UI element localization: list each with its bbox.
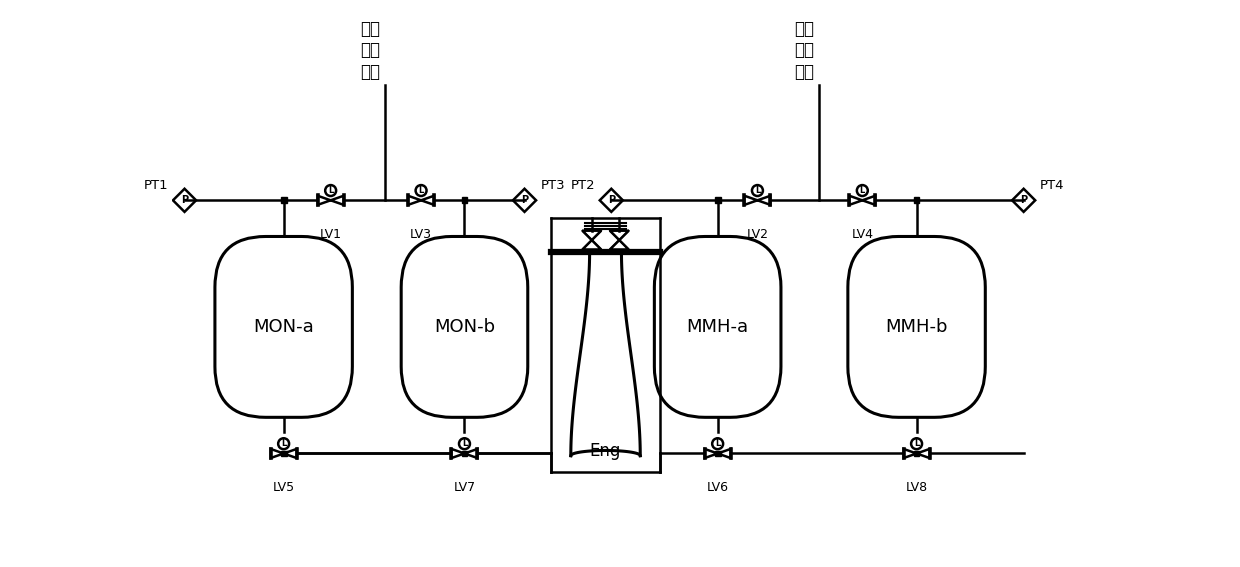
Text: L: L bbox=[715, 439, 720, 448]
Text: LV6: LV6 bbox=[707, 481, 729, 494]
Polygon shape bbox=[408, 196, 422, 205]
Text: 高压
气路
模块: 高压 气路 模块 bbox=[795, 20, 815, 81]
Bar bbox=[714, 451, 720, 456]
Text: PT2: PT2 bbox=[570, 179, 595, 192]
Text: PT4: PT4 bbox=[1039, 179, 1064, 192]
Bar bbox=[461, 451, 467, 456]
Text: LV2: LV2 bbox=[746, 228, 769, 241]
Polygon shape bbox=[270, 449, 284, 458]
Text: PT3: PT3 bbox=[541, 179, 565, 192]
Polygon shape bbox=[451, 449, 465, 458]
Polygon shape bbox=[704, 449, 718, 458]
Polygon shape bbox=[758, 196, 770, 205]
Polygon shape bbox=[422, 196, 434, 205]
Text: LV1: LV1 bbox=[320, 228, 342, 241]
Text: LV3: LV3 bbox=[410, 228, 432, 241]
Text: P: P bbox=[181, 195, 188, 205]
Text: L: L bbox=[859, 186, 866, 195]
Text: PT1: PT1 bbox=[144, 179, 169, 192]
Text: MMH-b: MMH-b bbox=[885, 318, 947, 336]
Bar bbox=[914, 451, 920, 456]
Bar bbox=[714, 197, 720, 203]
Polygon shape bbox=[744, 196, 758, 205]
Polygon shape bbox=[849, 196, 862, 205]
Polygon shape bbox=[284, 449, 296, 458]
Text: L: L bbox=[914, 439, 919, 448]
Polygon shape bbox=[916, 449, 930, 458]
Text: MMH-a: MMH-a bbox=[687, 318, 749, 336]
Bar bbox=[914, 197, 920, 203]
Text: LV5: LV5 bbox=[273, 481, 295, 494]
Polygon shape bbox=[904, 449, 916, 458]
Text: L: L bbox=[755, 186, 760, 195]
Text: P: P bbox=[521, 195, 528, 205]
Text: LV4: LV4 bbox=[852, 228, 873, 241]
Text: MON-a: MON-a bbox=[253, 318, 314, 336]
Polygon shape bbox=[718, 449, 730, 458]
Text: L: L bbox=[461, 439, 467, 448]
Bar bbox=[461, 197, 467, 203]
Text: L: L bbox=[418, 186, 424, 195]
Text: P: P bbox=[1021, 195, 1027, 205]
Bar bbox=[280, 197, 286, 203]
Polygon shape bbox=[317, 196, 331, 205]
Text: Eng: Eng bbox=[590, 442, 621, 460]
Text: L: L bbox=[281, 439, 286, 448]
Polygon shape bbox=[331, 196, 343, 205]
Text: LV7: LV7 bbox=[454, 481, 475, 494]
Text: MON-b: MON-b bbox=[434, 318, 495, 336]
Polygon shape bbox=[465, 449, 477, 458]
Text: LV8: LV8 bbox=[905, 481, 928, 494]
Bar bbox=[280, 451, 286, 456]
Text: 高压
气路
模块: 高压 气路 模块 bbox=[361, 20, 381, 81]
Text: L: L bbox=[329, 186, 334, 195]
Polygon shape bbox=[862, 196, 875, 205]
Text: P: P bbox=[608, 195, 615, 205]
